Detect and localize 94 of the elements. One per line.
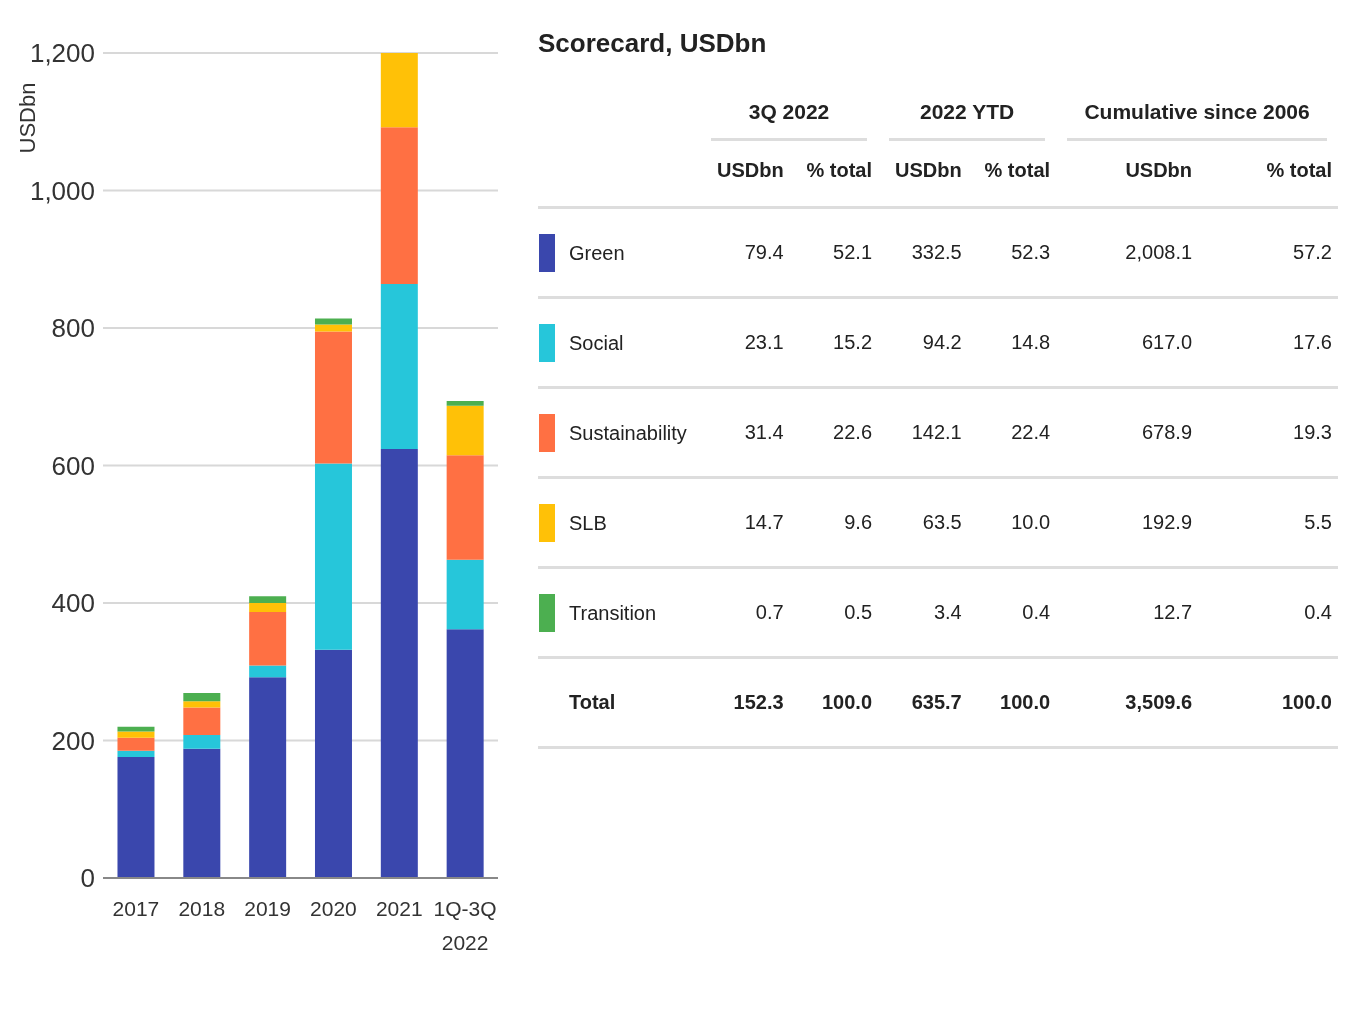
text: 2022 YTD	[889, 100, 1046, 141]
text: 12.7	[1153, 601, 1193, 623]
category-label: Sustainability	[569, 421, 687, 443]
text: 0.7	[755, 601, 784, 623]
text: 31.4	[744, 421, 784, 443]
text: 79.4	[744, 241, 784, 263]
bar	[446, 405, 484, 456]
x-tick-label: 2018	[178, 897, 226, 920]
bar	[446, 400, 484, 406]
category-label: % total	[983, 159, 1052, 183]
text: 3Q 2022	[711, 100, 868, 141]
category-label: % total	[805, 159, 874, 183]
bar	[117, 726, 155, 732]
text: 23.1	[744, 331, 784, 353]
y-tick-label: 200	[51, 725, 95, 756]
text: Scorecard, USDbn	[538, 28, 768, 59]
text: 52.3	[1011, 241, 1051, 263]
text: 100.0	[1281, 691, 1332, 713]
bar	[380, 53, 418, 128]
bar	[249, 596, 287, 603]
text: 63.5	[922, 511, 962, 533]
text: 192.9	[1142, 511, 1193, 533]
category-label: % total	[1265, 159, 1333, 183]
category-label: Total	[569, 691, 616, 714]
bar	[183, 735, 221, 749]
text: Cumulative since 2006	[1067, 100, 1327, 141]
x-tick-label: 2020	[310, 897, 357, 920]
text: 3,509.6	[1125, 691, 1193, 713]
bar	[314, 318, 352, 325]
x-tick-label: 1Q-3Q 2022	[433, 897, 497, 954]
text: 52.1	[833, 241, 873, 263]
text: 2,008.1	[1125, 241, 1193, 263]
category-label: SLB	[569, 511, 607, 533]
bar	[380, 127, 418, 284]
bar	[183, 701, 221, 708]
text: 10.0	[1011, 511, 1051, 533]
bar	[380, 284, 418, 449]
text: 100.0	[1000, 691, 1051, 713]
bar	[446, 559, 484, 630]
text: 94.2	[922, 331, 962, 353]
category-label: Transition	[569, 601, 657, 623]
bar	[249, 665, 287, 678]
y-tick-label: 1,200	[29, 38, 95, 69]
text: 15.2	[833, 331, 873, 353]
y-tick-label: 1,000	[29, 175, 95, 206]
text: 152.3	[733, 691, 784, 713]
text: 0.5	[844, 601, 873, 623]
bar	[183, 693, 221, 702]
bar	[117, 750, 155, 757]
text: 678.9	[1142, 421, 1193, 443]
text: 332.5	[911, 241, 962, 263]
text: 17.6	[1293, 331, 1332, 353]
x-tick-label: 2021	[375, 897, 423, 920]
x-tick-label: 2017	[112, 897, 160, 920]
text: 100.0	[821, 691, 873, 713]
category-label: USDbn	[894, 159, 963, 183]
y-axis-title: USDbn	[15, 82, 41, 154]
bar	[314, 649, 352, 878]
category-label: Social	[569, 331, 624, 353]
y-tick-label: 400	[51, 588, 95, 619]
bar	[249, 611, 287, 666]
text: 9.6	[844, 511, 873, 533]
bar	[446, 455, 484, 560]
bar	[117, 737, 155, 751]
y-tick-label: 600	[51, 450, 95, 481]
text: 5.5	[1304, 511, 1332, 533]
bar	[380, 449, 418, 878]
bar	[446, 629, 484, 878]
y-tick-label: 800	[51, 313, 95, 344]
text: 19.3	[1293, 421, 1332, 443]
category-label: Green	[569, 241, 625, 263]
bar	[117, 731, 155, 738]
bar	[314, 331, 352, 464]
text: 14.7	[744, 511, 784, 533]
y-tick-label: 0	[80, 863, 95, 894]
text: 3.4	[933, 601, 962, 623]
text: 14.8	[1011, 331, 1051, 353]
bar	[117, 757, 155, 878]
bar	[249, 677, 287, 878]
bar	[314, 463, 352, 650]
text: 0.4	[1304, 601, 1332, 623]
text: 22.6	[833, 421, 873, 443]
text: 142.1	[911, 421, 962, 443]
text: 0.4	[1022, 601, 1051, 623]
x-tick-label: 2019	[244, 897, 291, 920]
text: 617.0	[1142, 331, 1193, 353]
category-label: USDbn	[1124, 159, 1194, 183]
text: 22.4	[1011, 421, 1051, 443]
category-label: USDbn	[716, 159, 785, 183]
bar	[183, 748, 221, 878]
bar	[183, 707, 221, 735]
text: 57.2	[1293, 241, 1332, 263]
text: 635.7	[911, 691, 962, 713]
bar	[249, 603, 287, 612]
